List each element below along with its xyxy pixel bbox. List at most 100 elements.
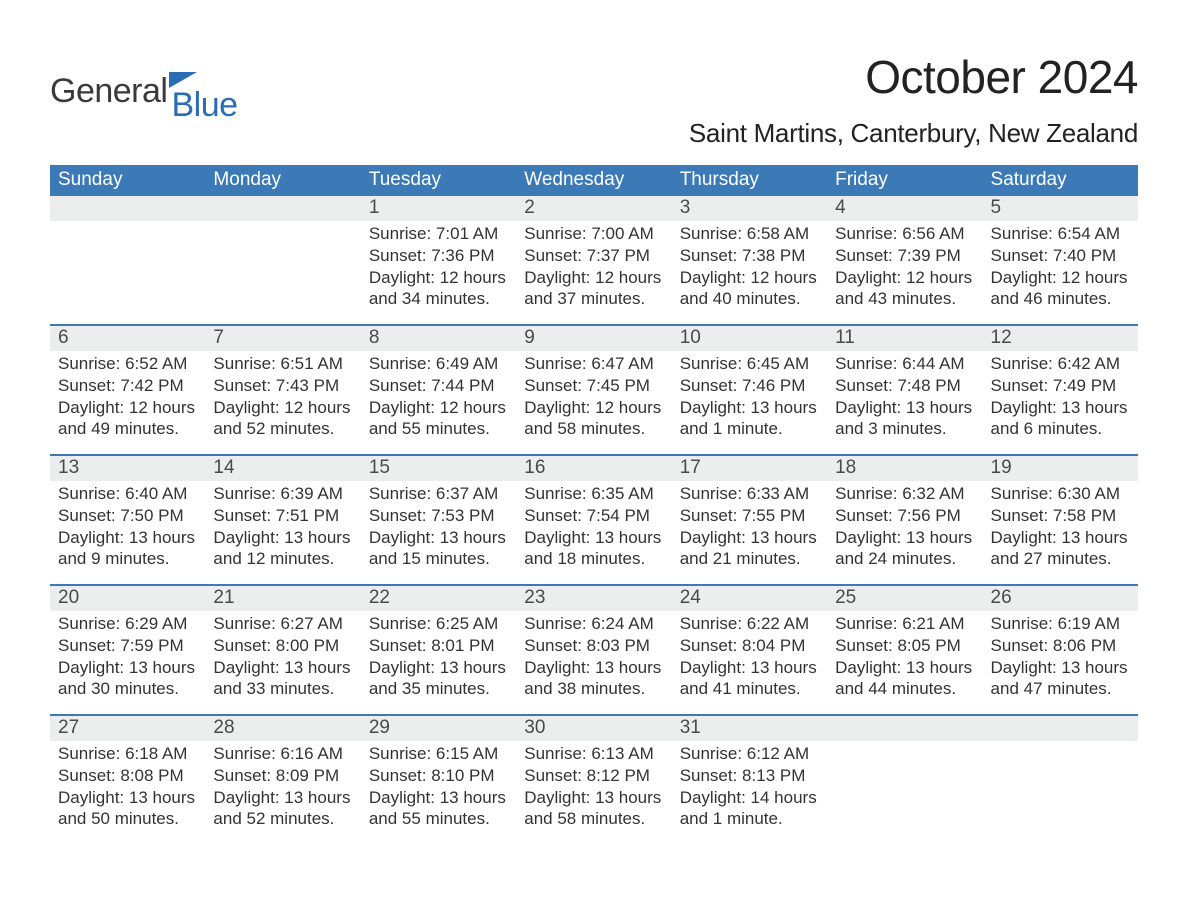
calendar-cell — [50, 196, 205, 324]
cell-body: Sunrise: 7:01 AMSunset: 7:36 PMDaylight:… — [361, 221, 516, 320]
sunset-text: Sunset: 7:38 PM — [680, 245, 819, 267]
daylight-text-2: and 6 minutes. — [991, 418, 1130, 440]
cell-body: Sunrise: 6:37 AMSunset: 7:53 PMDaylight:… — [361, 481, 516, 580]
calendar-cell: 26Sunrise: 6:19 AMSunset: 8:06 PMDayligh… — [983, 586, 1138, 714]
calendar-cell: 29Sunrise: 6:15 AMSunset: 8:10 PMDayligh… — [361, 716, 516, 844]
cell-body: Sunrise: 6:51 AMSunset: 7:43 PMDaylight:… — [205, 351, 360, 450]
calendar-cell: 7Sunrise: 6:51 AMSunset: 7:43 PMDaylight… — [205, 326, 360, 454]
weeks-container: 1Sunrise: 7:01 AMSunset: 7:36 PMDaylight… — [50, 196, 1138, 844]
cell-body — [50, 221, 205, 323]
sunrise-text: Sunrise: 6:12 AM — [680, 743, 819, 765]
cell-body: Sunrise: 6:18 AMSunset: 8:08 PMDaylight:… — [50, 741, 205, 840]
day-number — [205, 196, 360, 221]
daylight-text: Daylight: 13 hours — [680, 527, 819, 549]
day-number: 16 — [516, 456, 671, 481]
sunrise-text: Sunrise: 6:56 AM — [835, 223, 974, 245]
sunrise-text: Sunrise: 6:29 AM — [58, 613, 197, 635]
cell-body: Sunrise: 6:19 AMSunset: 8:06 PMDaylight:… — [983, 611, 1138, 710]
daylight-text-2: and 27 minutes. — [991, 548, 1130, 570]
sunrise-text: Sunrise: 6:35 AM — [524, 483, 663, 505]
daylight-text: Daylight: 13 hours — [369, 787, 508, 809]
day-number: 27 — [50, 716, 205, 741]
sunset-text: Sunset: 8:08 PM — [58, 765, 197, 787]
day-number: 19 — [983, 456, 1138, 481]
day-header-sunday: Sunday — [50, 165, 205, 196]
calendar-cell — [827, 716, 982, 844]
sunrise-text: Sunrise: 6:15 AM — [369, 743, 508, 765]
daylight-text: Daylight: 13 hours — [524, 657, 663, 679]
sunset-text: Sunset: 8:03 PM — [524, 635, 663, 657]
sunrise-text: Sunrise: 6:45 AM — [680, 353, 819, 375]
calendar-cell: 28Sunrise: 6:16 AMSunset: 8:09 PMDayligh… — [205, 716, 360, 844]
daylight-text-2: and 52 minutes. — [213, 808, 352, 830]
calendar-cell: 11Sunrise: 6:44 AMSunset: 7:48 PMDayligh… — [827, 326, 982, 454]
daylight-text: Daylight: 13 hours — [58, 657, 197, 679]
sunrise-text: Sunrise: 7:01 AM — [369, 223, 508, 245]
day-header-friday: Friday — [827, 165, 982, 196]
day-number: 25 — [827, 586, 982, 611]
day-number: 21 — [205, 586, 360, 611]
cell-body: Sunrise: 7:00 AMSunset: 7:37 PMDaylight:… — [516, 221, 671, 320]
week-row: 13Sunrise: 6:40 AMSunset: 7:50 PMDayligh… — [50, 454, 1138, 584]
daylight-text-2: and 58 minutes. — [524, 808, 663, 830]
sunset-text: Sunset: 7:51 PM — [213, 505, 352, 527]
day-number: 2 — [516, 196, 671, 221]
sunrise-text: Sunrise: 6:19 AM — [991, 613, 1130, 635]
sunset-text: Sunset: 7:53 PM — [369, 505, 508, 527]
calendar-cell: 30Sunrise: 6:13 AMSunset: 8:12 PMDayligh… — [516, 716, 671, 844]
daylight-text-2: and 21 minutes. — [680, 548, 819, 570]
day-number: 14 — [205, 456, 360, 481]
day-number: 5 — [983, 196, 1138, 221]
sunrise-text: Sunrise: 6:16 AM — [213, 743, 352, 765]
cell-body — [983, 741, 1138, 843]
sunset-text: Sunset: 7:56 PM — [835, 505, 974, 527]
calendar-cell: 6Sunrise: 6:52 AMSunset: 7:42 PMDaylight… — [50, 326, 205, 454]
cell-body: Sunrise: 6:29 AMSunset: 7:59 PMDaylight:… — [50, 611, 205, 710]
sunset-text: Sunset: 7:59 PM — [58, 635, 197, 657]
cell-body — [205, 221, 360, 323]
daylight-text: Daylight: 13 hours — [213, 657, 352, 679]
calendar-cell: 12Sunrise: 6:42 AMSunset: 7:49 PMDayligh… — [983, 326, 1138, 454]
sunset-text: Sunset: 8:09 PM — [213, 765, 352, 787]
daylight-text-2: and 3 minutes. — [835, 418, 974, 440]
cell-body: Sunrise: 6:21 AMSunset: 8:05 PMDaylight:… — [827, 611, 982, 710]
sunrise-text: Sunrise: 6:25 AM — [369, 613, 508, 635]
sunrise-text: Sunrise: 6:27 AM — [213, 613, 352, 635]
daylight-text-2: and 44 minutes. — [835, 678, 974, 700]
daylight-text-2: and 38 minutes. — [524, 678, 663, 700]
brand-logo: General Blue — [50, 58, 238, 125]
daylight-text-2: and 49 minutes. — [58, 418, 197, 440]
cell-body: Sunrise: 6:45 AMSunset: 7:46 PMDaylight:… — [672, 351, 827, 450]
calendar-cell: 14Sunrise: 6:39 AMSunset: 7:51 PMDayligh… — [205, 456, 360, 584]
sunset-text: Sunset: 7:49 PM — [991, 375, 1130, 397]
daylight-text-2: and 12 minutes. — [213, 548, 352, 570]
daylight-text: Daylight: 12 hours — [680, 267, 819, 289]
sunset-text: Sunset: 8:13 PM — [680, 765, 819, 787]
sunset-text: Sunset: 8:10 PM — [369, 765, 508, 787]
daylight-text: Daylight: 13 hours — [369, 527, 508, 549]
sunset-text: Sunset: 8:01 PM — [369, 635, 508, 657]
day-number: 26 — [983, 586, 1138, 611]
calendar-cell: 25Sunrise: 6:21 AMSunset: 8:05 PMDayligh… — [827, 586, 982, 714]
week-row: 27Sunrise: 6:18 AMSunset: 8:08 PMDayligh… — [50, 714, 1138, 844]
daylight-text: Daylight: 13 hours — [680, 397, 819, 419]
brand-text-blue: Blue — [171, 86, 237, 125]
day-header-thursday: Thursday — [672, 165, 827, 196]
calendar-cell: 18Sunrise: 6:32 AMSunset: 7:56 PMDayligh… — [827, 456, 982, 584]
sunrise-text: Sunrise: 6:32 AM — [835, 483, 974, 505]
sunset-text: Sunset: 7:50 PM — [58, 505, 197, 527]
calendar-cell: 4Sunrise: 6:56 AMSunset: 7:39 PMDaylight… — [827, 196, 982, 324]
daylight-text-2: and 30 minutes. — [58, 678, 197, 700]
calendar-cell: 5Sunrise: 6:54 AMSunset: 7:40 PMDaylight… — [983, 196, 1138, 324]
sunrise-text: Sunrise: 6:13 AM — [524, 743, 663, 765]
cell-body: Sunrise: 6:52 AMSunset: 7:42 PMDaylight:… — [50, 351, 205, 450]
day-number: 7 — [205, 326, 360, 351]
daylight-text: Daylight: 13 hours — [680, 657, 819, 679]
daylight-text: Daylight: 13 hours — [991, 397, 1130, 419]
sunset-text: Sunset: 7:54 PM — [524, 505, 663, 527]
cell-body: Sunrise: 6:16 AMSunset: 8:09 PMDaylight:… — [205, 741, 360, 840]
sunrise-text: Sunrise: 6:39 AM — [213, 483, 352, 505]
daylight-text: Daylight: 12 hours — [58, 397, 197, 419]
daylight-text-2: and 58 minutes. — [524, 418, 663, 440]
daylight-text: Daylight: 12 hours — [524, 267, 663, 289]
